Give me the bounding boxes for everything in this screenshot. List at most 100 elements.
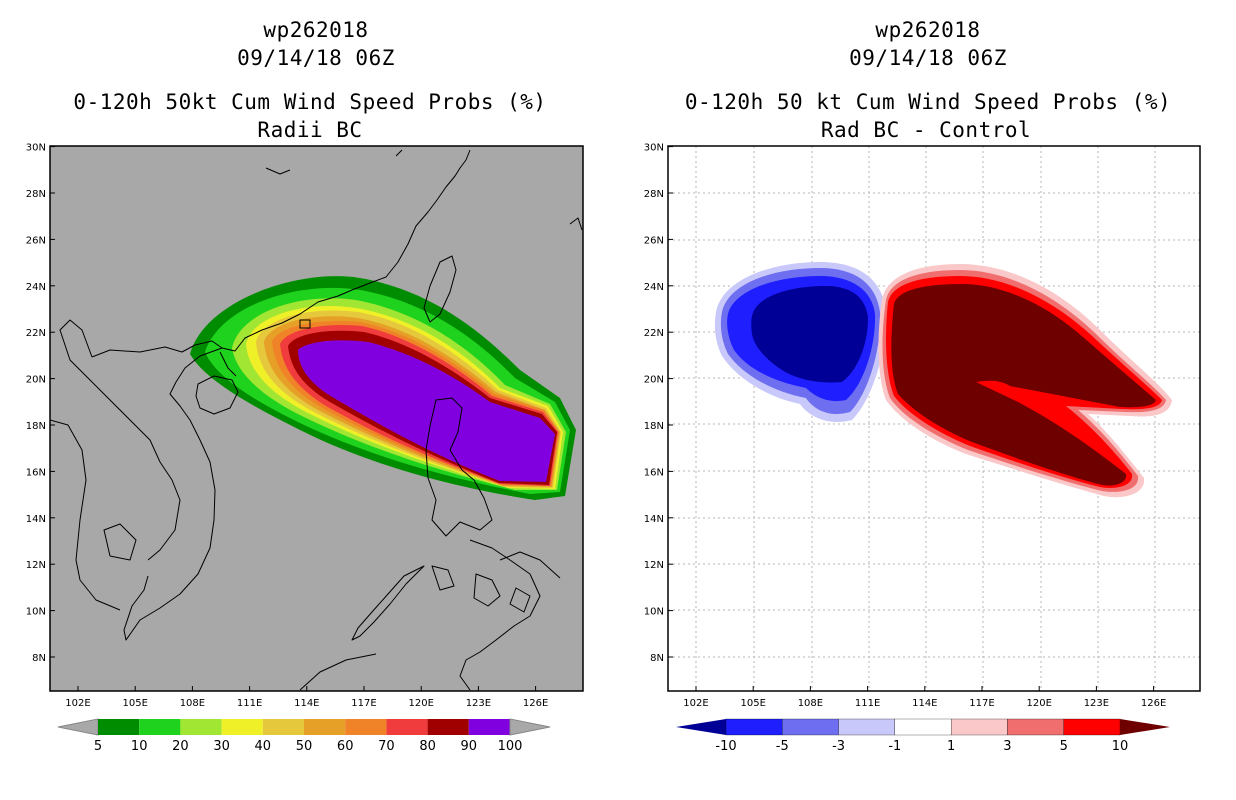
colorbar-label: -10 (715, 739, 736, 754)
lon-tick-label: 126E (523, 698, 548, 709)
colorbar-box (468, 719, 510, 735)
left-probability-contours (190, 276, 576, 500)
lon-tick-label: 120E (408, 698, 433, 709)
lat-tick-label: 12N (26, 560, 46, 571)
colorbar-box (304, 719, 346, 735)
colorbar-label: 70 (378, 739, 395, 754)
colorbar-label: 80 (419, 739, 436, 754)
colorbar-label: -5 (776, 739, 789, 754)
lat-tick-label: 18N (26, 421, 46, 432)
right-datetime: 09/14/18 06Z (849, 46, 1007, 70)
left-datetime: 09/14/18 06Z (237, 46, 395, 70)
colorbar-box (725, 718, 783, 736)
colorbar-label: 60 (337, 739, 354, 754)
lat-tick-label: 24N (26, 282, 46, 293)
lon-tick-label: 108E (180, 698, 205, 709)
lon-tick-label: 117E (969, 698, 994, 709)
left-colorbar: 5 10 20 30 40 50 60 70 80 90 100 (57, 718, 551, 754)
colorbar-label: 90 (461, 739, 478, 754)
colorbar-box (98, 719, 140, 735)
colorbar-label: 50 (296, 739, 313, 754)
lon-tick-label: 108E (798, 698, 823, 709)
colorbar-label: 5 (94, 739, 102, 754)
colorbar-high-triangle (509, 718, 551, 736)
colorbar-label: -1 (888, 739, 901, 754)
lon-tick-label: 123E (1084, 698, 1109, 709)
right-subtitle: Rad BC - Control (820, 118, 1032, 142)
left-map-panel (49, 145, 584, 692)
lon-tick-label: 105E (740, 698, 765, 709)
lat-tick-label: 20N (26, 375, 46, 386)
lat-tick-label: 12N (644, 560, 664, 571)
right-map-panel (667, 145, 1201, 692)
colorbar-label: 5 (1060, 739, 1068, 754)
lat-tick-label: 22N (26, 328, 46, 339)
colorbar-low-triangle (57, 718, 99, 736)
colorbar-box (427, 719, 469, 735)
right-title: 0-120h 50 kt Cum Wind Speed Probs (%) (684, 90, 1172, 114)
colorbar-box (950, 718, 1008, 736)
left-lon-tick-labels: 102E 105E 108E 111E 114E 117E 120E 123E 126E (65, 686, 548, 709)
lon-tick-label: 111E (237, 698, 262, 709)
colorbar-label: -3 (832, 739, 845, 754)
colorbar-label: 30 (213, 739, 230, 754)
lon-tick-label: 102E (65, 698, 90, 709)
lat-tick-label: 10N (644, 607, 664, 618)
colorbar-box (894, 718, 952, 736)
left-storm-id: wp262018 (263, 18, 369, 42)
contour-90 (298, 340, 555, 482)
colorbar-box (1007, 718, 1064, 736)
left-map-frame (49, 145, 584, 692)
colorbar-box (345, 719, 387, 735)
lon-tick-label: 114E (294, 698, 319, 709)
colorbar-label: 40 (255, 739, 272, 754)
left-subtitle: Radii BC (257, 118, 363, 142)
lat-tick-label: 24N (644, 282, 664, 293)
colorbar-high-triangle (1120, 719, 1170, 735)
lat-tick-label: 30N (644, 143, 664, 154)
lon-tick-label: 123E (466, 698, 491, 709)
colorbar-box (838, 718, 896, 736)
lon-tick-label: 126E (1141, 698, 1166, 709)
colorbar-label: 3 (1003, 739, 1011, 754)
right-map-frame (667, 145, 1201, 692)
right-storm-id: wp262018 (875, 18, 981, 42)
colorbar-box (180, 719, 222, 735)
lat-tick-label: 10N (26, 607, 46, 618)
colorbar-label: 10 (1112, 739, 1129, 754)
lat-tick-label: 26N (644, 235, 664, 246)
colorbar-box (1063, 718, 1121, 736)
colorbar-box (221, 719, 263, 735)
lon-tick-label: 111E (855, 698, 880, 709)
right-lat-tick-labels: 8N 10N 12N 14N 16N 18N 20N 22N 24N 26N 28N 30N (644, 143, 673, 664)
right-lon-tick-labels: 102E 105E 108E 111E 114E 117E 120E 123E 126E (683, 686, 1166, 709)
colorbar-low-triangle (676, 719, 726, 735)
left-hongkong-marker (299, 319, 311, 329)
right-difference-contours (714, 262, 1172, 498)
lon-tick-label: 105E (122, 698, 147, 709)
lat-tick-label: 28N (644, 189, 664, 200)
lat-tick-label: 16N (26, 467, 46, 478)
lat-tick-label: 20N (644, 375, 664, 386)
lat-tick-label: 8N (32, 653, 46, 664)
colorbar-box (139, 719, 181, 735)
lat-tick-label: 18N (644, 421, 664, 432)
lat-tick-label: 14N (644, 514, 664, 525)
lat-tick-label: 8N (650, 653, 664, 664)
lat-tick-label: 28N (26, 189, 46, 200)
negative-diff-10 (751, 286, 868, 383)
lat-tick-label: 16N (644, 467, 664, 478)
lon-tick-label: 120E (1026, 698, 1051, 709)
colorbar-label: 100 (498, 739, 523, 754)
colorbar-box (782, 718, 839, 736)
positive-diff-10 (891, 284, 1156, 486)
colorbar-box (262, 719, 304, 735)
colorbar-label: 1 (947, 739, 955, 754)
lon-tick-label: 102E (683, 698, 708, 709)
left-title: 0-120h 50kt Cum Wind Speed Probs (%) (73, 90, 547, 114)
colorbar-label: 20 (172, 739, 189, 754)
lat-tick-label: 14N (26, 514, 46, 525)
right-colorbar: -10 -5 -3 -1 1 3 5 10 (676, 718, 1170, 754)
lat-tick-label: 30N (26, 143, 46, 154)
